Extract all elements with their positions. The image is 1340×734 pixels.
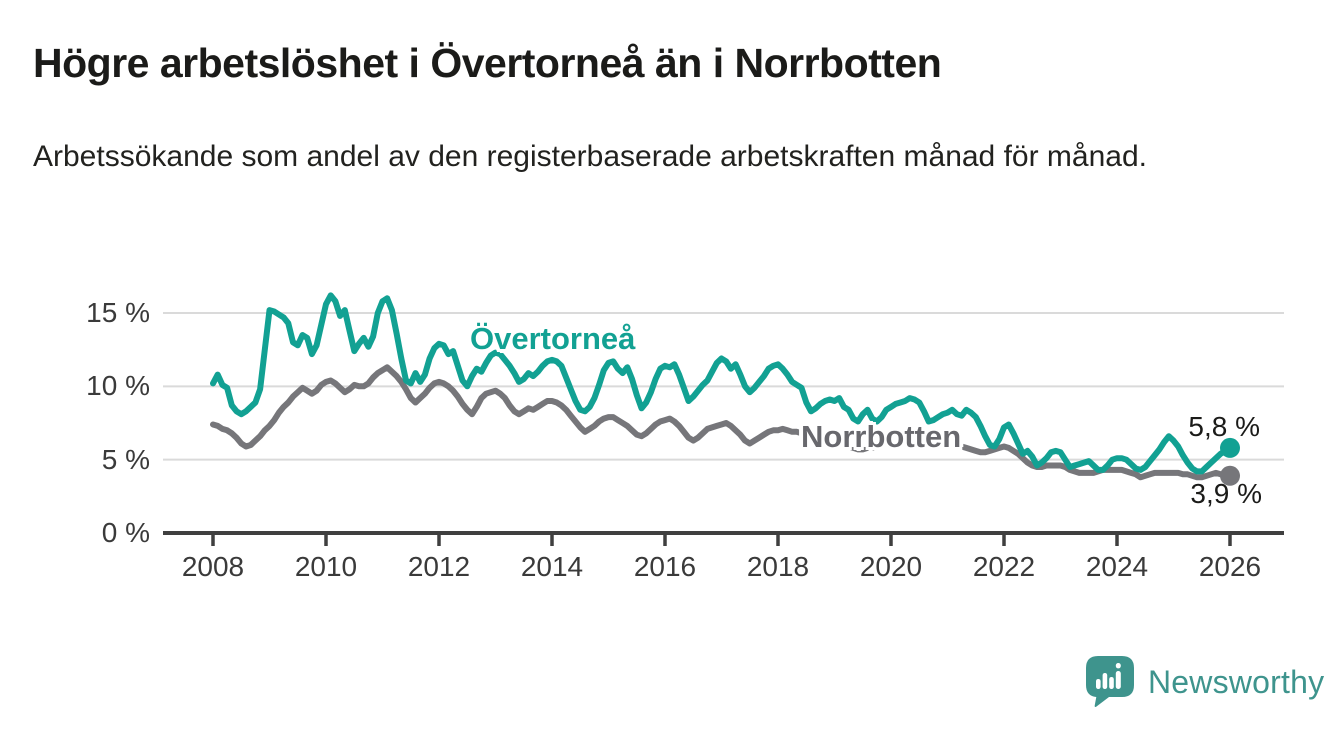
x-tick-label: 2008 xyxy=(181,551,245,582)
newsworthy-brand: Newsworthy xyxy=(1086,656,1324,708)
x-tick-label: 2012 xyxy=(407,551,471,582)
chart-area: 0 % 5 % 10 % 15 % 2008 2010 2012 2014 2016 2018 2… xyxy=(0,240,1340,620)
series-line-overtornea xyxy=(210,292,1233,475)
x-tick-label: 2010 xyxy=(294,551,358,582)
end-dot-norrbotten xyxy=(1220,465,1240,486)
x-tick-label: 2018 xyxy=(746,551,810,582)
series-line-norrbotten xyxy=(210,364,1233,481)
x-tick-label: 2016 xyxy=(633,551,697,582)
series-label-norrbotten: Norrbotten xyxy=(801,419,962,454)
x-tick-label: 2024 xyxy=(1085,551,1149,582)
end-dot-overtornea xyxy=(1220,437,1240,458)
y-tick-label: 15 % xyxy=(86,297,150,328)
page-title: Högre arbetslöshet i Övertorneå än i Nor… xyxy=(33,40,942,86)
x-tick-label: 2026 xyxy=(1198,551,1262,582)
line-chart xyxy=(163,292,1284,546)
x-tick-label: 2022 xyxy=(972,551,1036,582)
y-tick-label: 0 % xyxy=(101,517,150,548)
end-value-overtornea: 5,8 % xyxy=(1188,411,1260,442)
series-label-overtornea: Övertorneå xyxy=(470,321,636,356)
y-tick-label: 5 % xyxy=(101,443,150,475)
x-tick-label: 2020 xyxy=(859,551,923,582)
newsworthy-logo-icon xyxy=(1086,656,1134,707)
end-value-norrbotten: 3,9 % xyxy=(1190,478,1262,509)
x-tick-label: 2014 xyxy=(520,551,584,582)
y-tick-label: 10 % xyxy=(86,370,150,402)
brand-name: Newsworthy xyxy=(1148,663,1325,700)
chart-subtitle: Arbetssökande som andel av den registerb… xyxy=(33,140,1147,173)
